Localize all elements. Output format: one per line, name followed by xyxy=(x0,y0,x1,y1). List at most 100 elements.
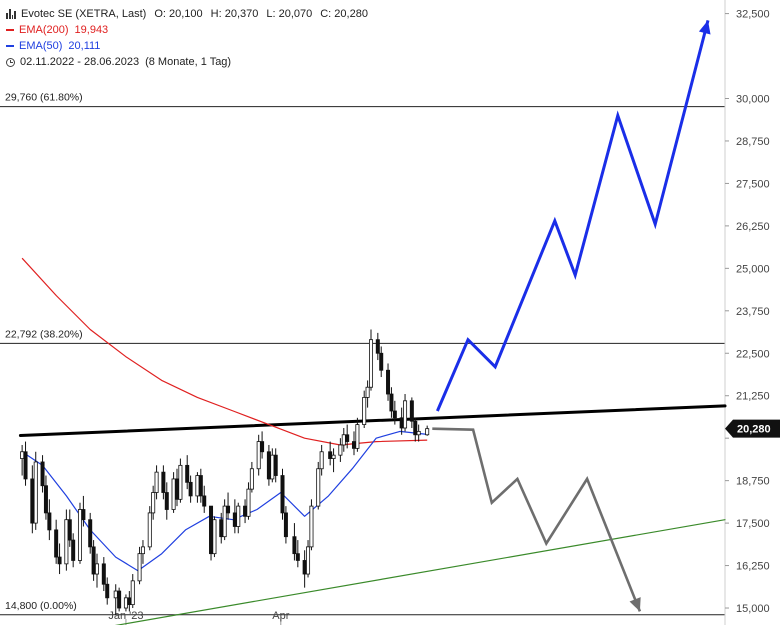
candle-body xyxy=(379,352,384,371)
y-tick-label: 26,250 xyxy=(736,221,770,233)
candle-body xyxy=(283,512,288,538)
y-tick-label: 30,000 xyxy=(736,94,770,106)
bar-chart-icon xyxy=(6,9,16,19)
candle-body xyxy=(91,546,96,575)
candle xyxy=(130,574,135,609)
instrument-name: Evotec SE (XETRA, Last) xyxy=(21,8,147,20)
candle xyxy=(161,465,166,500)
candle-body xyxy=(101,563,106,585)
candlesticks xyxy=(20,329,430,615)
candle-body xyxy=(260,441,265,453)
candle-body xyxy=(33,461,38,524)
candle xyxy=(309,499,314,551)
candle xyxy=(280,468,285,520)
ema200-value: 19,943 xyxy=(74,24,109,36)
candle-body xyxy=(331,454,336,459)
candle xyxy=(101,557,106,592)
candle-body xyxy=(302,560,307,575)
candle-body xyxy=(243,505,248,517)
ohlc-close: C: 20,280 xyxy=(320,8,368,20)
y-tick-label: 16,250 xyxy=(736,561,770,573)
candle-body xyxy=(345,434,350,442)
candle-body xyxy=(117,590,122,609)
last-price-label: 20,280 xyxy=(737,424,771,436)
candle-body xyxy=(316,468,321,507)
candle-body xyxy=(54,529,59,558)
candle xyxy=(185,455,190,490)
candle-body xyxy=(30,478,35,524)
candle xyxy=(226,492,231,520)
candle xyxy=(362,390,367,428)
candle-body xyxy=(389,393,394,412)
candle xyxy=(71,533,76,568)
y-tick-label: 22,500 xyxy=(736,348,770,360)
candle xyxy=(338,438,343,462)
candle xyxy=(222,499,227,541)
candle-body xyxy=(23,451,28,480)
y-tick-label: 17,500 xyxy=(736,518,770,530)
candle-body xyxy=(47,512,52,531)
candle-body xyxy=(95,563,100,575)
candle-body xyxy=(174,478,179,500)
ohlc-high: H: 20,370 xyxy=(210,8,259,20)
candle-body xyxy=(77,509,82,561)
candle-body xyxy=(399,417,404,429)
candle xyxy=(147,506,152,551)
bullish-scenario-arrowhead xyxy=(698,20,711,35)
candle-body xyxy=(171,478,176,510)
support-trend-line xyxy=(85,519,726,630)
candle-body xyxy=(280,475,285,514)
candle-body xyxy=(67,519,72,541)
candle xyxy=(212,516,217,558)
candle xyxy=(198,468,203,503)
date-range: 02.11.2022 - 28.06.2023 xyxy=(20,56,140,68)
candle-body xyxy=(341,434,346,446)
candle-body xyxy=(137,553,142,582)
candle xyxy=(188,475,193,503)
candle xyxy=(375,332,380,361)
last-price-badge: 20,280 xyxy=(725,419,780,438)
candle xyxy=(140,540,145,564)
candle xyxy=(369,329,374,391)
y-tick-label: 28,750 xyxy=(736,136,770,148)
legend-instrument-row: Evotec SE (XETRA, Last) O: 20,100 H: 20,… xyxy=(6,6,376,22)
candle-body xyxy=(365,386,370,398)
candle-body xyxy=(195,475,200,497)
candle xyxy=(202,485,207,513)
candle xyxy=(413,417,418,442)
x-axis: Jan '23 Apr xyxy=(108,610,290,625)
candle-body xyxy=(185,464,190,483)
y-axis: 15,000 16,250 17,500 18,750 21,250 22,500 23,7… xyxy=(724,0,770,625)
candle-body xyxy=(403,400,408,429)
ema50-swatch xyxy=(6,45,14,47)
legend-ema50-row: EMA(50) 20,111 xyxy=(6,38,376,54)
candle xyxy=(47,499,52,541)
fib-level-label: 29,760 (61.80%) xyxy=(5,92,83,104)
candle-body xyxy=(127,597,132,606)
candle-body xyxy=(40,461,45,487)
candle-body xyxy=(319,451,324,470)
y-tick-label: 27,500 xyxy=(736,178,770,190)
candle xyxy=(105,577,110,605)
ohlc-open: O: 20,100 xyxy=(154,8,203,20)
candle-body xyxy=(328,451,333,459)
last-price-tag xyxy=(725,419,780,438)
candle-body xyxy=(375,339,380,354)
candle-body xyxy=(140,546,145,555)
candle xyxy=(246,482,251,520)
x-tick-label: Apr xyxy=(272,610,289,622)
ema50-label: EMA(50) xyxy=(19,40,63,52)
candle-body xyxy=(273,454,278,476)
candle xyxy=(88,512,93,554)
legend-range-row: 02.11.2022 - 28.06.2023 (8 Monate, 1 Tag… xyxy=(6,54,376,70)
candle-body xyxy=(386,369,391,395)
candle xyxy=(77,502,82,564)
candle-body xyxy=(266,451,271,480)
scenario-projections xyxy=(432,20,711,612)
candle-body xyxy=(270,454,275,480)
candle-body xyxy=(351,441,356,449)
candle xyxy=(54,519,59,564)
candle xyxy=(117,587,122,612)
candle xyxy=(260,431,265,459)
